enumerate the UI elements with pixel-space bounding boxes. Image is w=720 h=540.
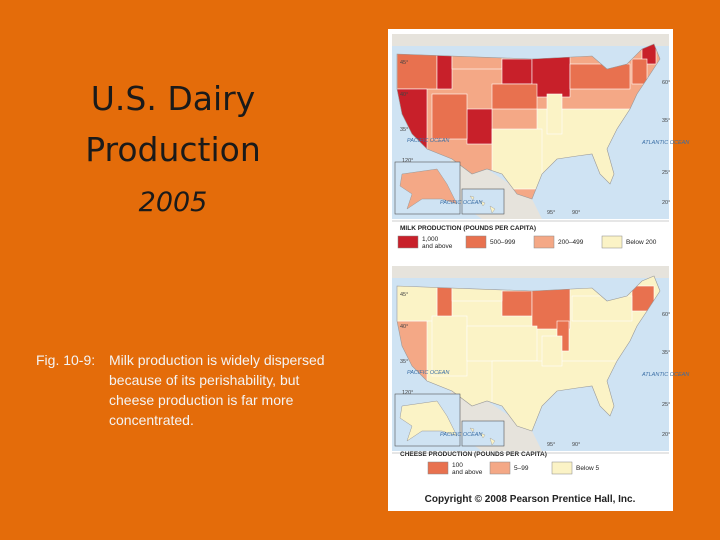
- map: PACIFIC OCEAN ATLANTIC OCEAN PACIFIC OCEAN…: [392, 34, 689, 219]
- state-region: [631, 58, 648, 85]
- alaska: [399, 400, 458, 442]
- degree-label: 20°: [662, 200, 670, 206]
- degree-label: 120°: [402, 390, 413, 396]
- legend-label: Below 200: [626, 239, 657, 246]
- state-region: [569, 63, 631, 90]
- map: PACIFIC OCEAN ATLANTIC OCEAN PACIFIC OCEAN…: [392, 266, 689, 451]
- states: [397, 276, 660, 431]
- ocean-label: PACIFIC OCEAN: [440, 432, 482, 438]
- alaska: [399, 168, 458, 210]
- ocean-label: ATLANTIC OCEAN: [641, 372, 689, 378]
- state-region: [397, 48, 438, 90]
- ocean-label: PACIFIC OCEAN: [407, 138, 449, 144]
- degree-label: 120°: [402, 158, 413, 164]
- hawaii-inset: [461, 188, 505, 215]
- state-region: [541, 335, 563, 367]
- degree-label: 90°: [572, 442, 580, 448]
- legend-swatch: [489, 461, 511, 475]
- state-region: [501, 290, 533, 317]
- degree-label: 95°: [547, 210, 555, 216]
- state-region: [431, 93, 468, 140]
- degree-label: 90°: [572, 210, 580, 216]
- degree-label: 45°: [400, 60, 408, 66]
- degree-label: 60°: [662, 312, 670, 318]
- legend-label: 5–99: [514, 465, 529, 472]
- legend-label: Below 5: [576, 465, 600, 472]
- degree-label: 35°: [400, 359, 408, 365]
- caption-line: because of its perishability, but: [109, 372, 300, 388]
- title-line: Production: [85, 130, 261, 169]
- state-region: [397, 280, 438, 322]
- state-region: [431, 315, 468, 377]
- ocean-label: ATLANTIC OCEAN: [641, 140, 689, 146]
- hawaii: [469, 195, 496, 214]
- legend-swatch: [427, 461, 449, 475]
- legend-label: 500–999: [490, 239, 516, 246]
- degree-label: 40°: [400, 92, 408, 98]
- degree-label: 35°: [662, 118, 670, 124]
- degree-label: 35°: [400, 127, 408, 133]
- legend-title: CHEESE PRODUCTION (POUNDS PER CAPITA): [400, 451, 547, 458]
- degree-label: 40°: [400, 324, 408, 330]
- degree-label: 25°: [662, 170, 670, 176]
- legend-swatch: [465, 235, 487, 249]
- state-region: [571, 295, 633, 322]
- caption-line: Milk production is widely dispersed: [109, 352, 325, 368]
- title-line: U.S. Dairy: [91, 79, 255, 118]
- legend-swatch: [397, 235, 419, 249]
- state-region: [491, 83, 538, 110]
- legend-title: MILK PRODUCTION (POUNDS PER CAPITA): [400, 225, 536, 232]
- land-background: [392, 266, 669, 278]
- year: 2005: [139, 187, 208, 218]
- land-background: [392, 34, 669, 46]
- caption-line: concentrated.: [109, 412, 194, 428]
- legend-label: 100: [452, 462, 463, 469]
- degree-label: 25°: [662, 402, 670, 408]
- state-region: [546, 93, 563, 135]
- degree-label: 60°: [662, 80, 670, 86]
- ocean-label: PACIFIC OCEAN: [407, 370, 449, 376]
- legend-swatch: [551, 461, 573, 475]
- degree-label: 45°: [400, 292, 408, 298]
- caption-line: cheese production is far more: [109, 392, 294, 408]
- legend-swatch: [533, 235, 555, 249]
- legend-label: and above: [452, 469, 483, 476]
- maps: PACIFIC OCEAN ATLANTIC OCEAN PACIFIC OCEAN…: [392, 34, 689, 476]
- legend-label: 1,000: [422, 236, 439, 243]
- hawaii: [469, 427, 496, 446]
- state-region: [501, 58, 533, 85]
- legend-label: and above: [422, 243, 453, 250]
- ocean-label: PACIFIC OCEAN: [440, 200, 482, 206]
- copyright: Copyright © 2008 Pearson Prentice Hall, …: [425, 494, 636, 505]
- degree-label: 95°: [547, 442, 555, 448]
- caption-label: Fig. 10-9:: [36, 352, 95, 368]
- state-region: [466, 108, 493, 145]
- state-region: [466, 325, 538, 362]
- degree-label: 35°: [662, 350, 670, 356]
- hawaii-inset: [461, 420, 505, 447]
- legend-swatch: [601, 235, 623, 249]
- degree-label: 20°: [662, 432, 670, 438]
- legend-label: 200–499: [558, 239, 584, 246]
